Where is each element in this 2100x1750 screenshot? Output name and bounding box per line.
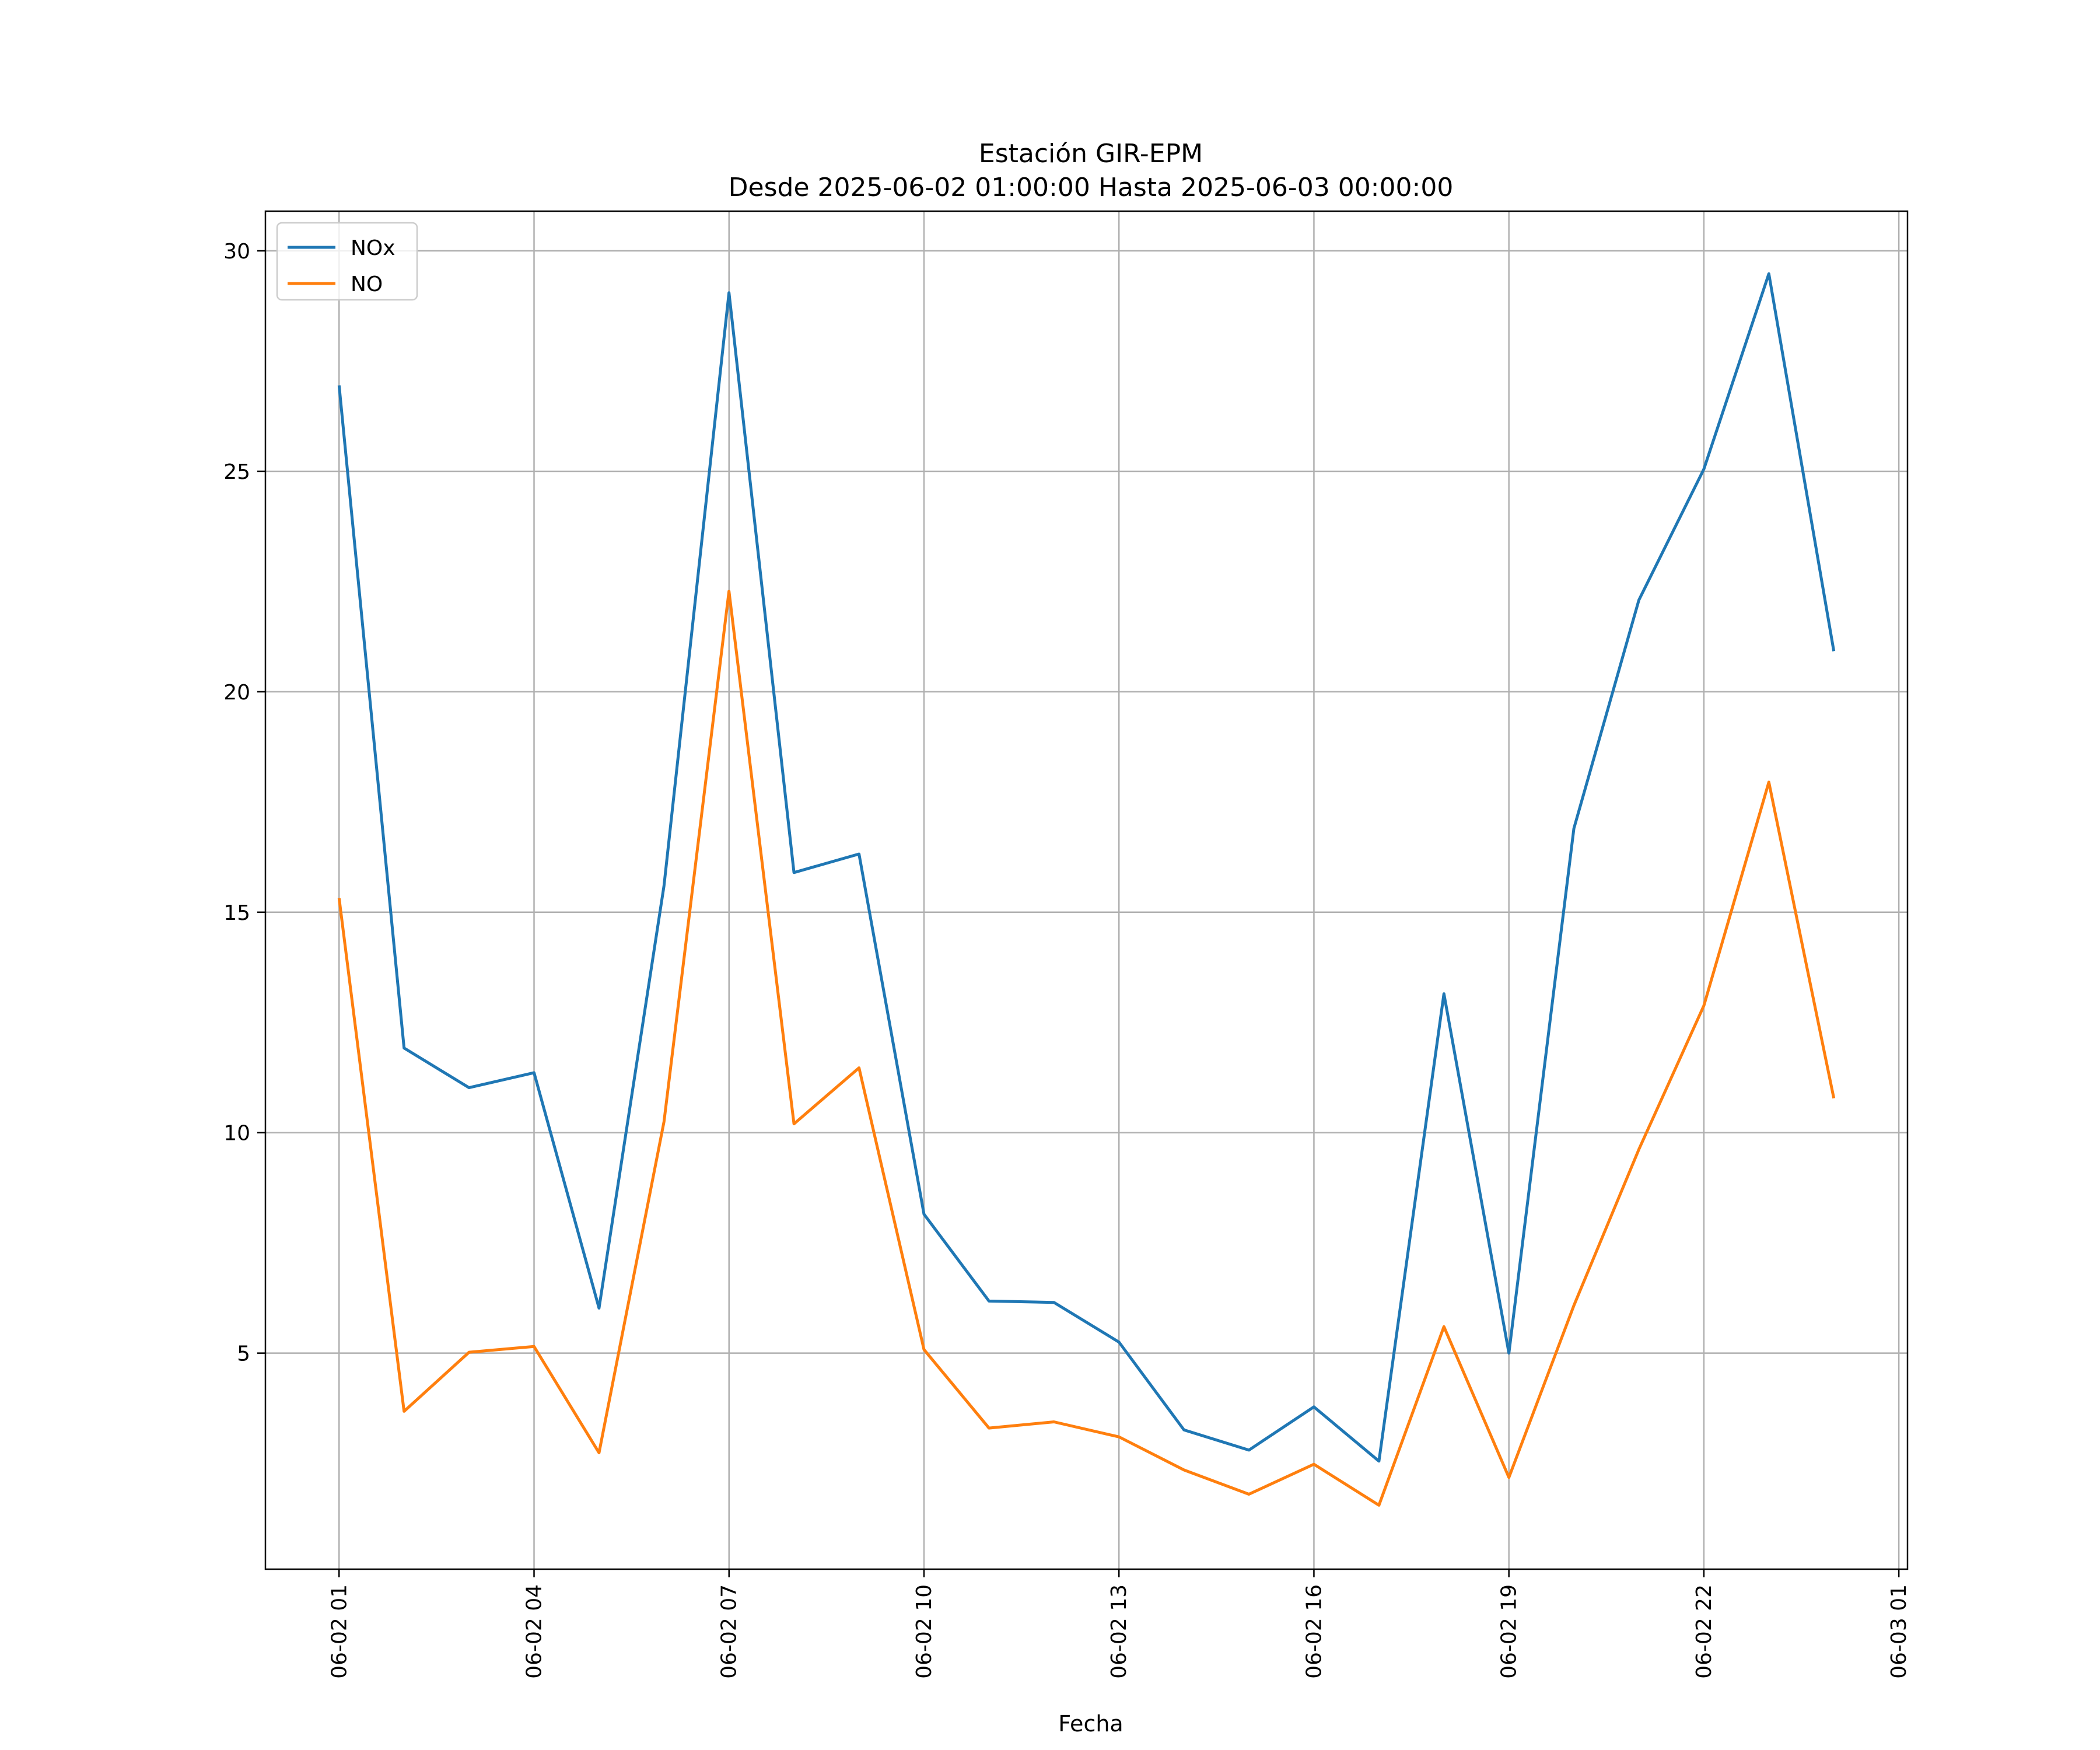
- y-tick-label: 5: [237, 1342, 250, 1366]
- legend-label-no: NO: [351, 272, 383, 296]
- x-tick-label: 06-02 01: [327, 1584, 351, 1679]
- x-tick-label: 06-02 07: [718, 1584, 741, 1679]
- plot-area-frame: [264, 210, 1909, 1570]
- y-tick-label: 20: [223, 681, 250, 705]
- series-line-nox: [337, 272, 1836, 1463]
- y-tick-label: 15: [223, 901, 250, 925]
- x-tick-label: 06-02 10: [912, 1584, 936, 1679]
- chart-title: Estación GIR-EPM: [979, 139, 1203, 169]
- x-tick-label: 06-02 22: [1692, 1584, 1716, 1679]
- axis-ticks: 06-02 01 06-02 04 06-02 07 06-02 10 06-02 13…: [223, 240, 1911, 1679]
- series-line-no: [337, 590, 1836, 1507]
- legend-label-nox: NOx: [351, 236, 396, 260]
- x-tick-label: 06-02 04: [523, 1584, 547, 1679]
- x-tick-label: 06-02 16: [1302, 1584, 1326, 1679]
- x-tick-label: 06-02 13: [1107, 1584, 1131, 1679]
- y-tick-label: 10: [223, 1122, 250, 1146]
- chart-subtitle: Desde 2025-06-02 01:00:00 Hasta 2025-06-…: [729, 173, 1454, 202]
- x-tick-label: 06-03 01: [1887, 1584, 1911, 1679]
- grid: [265, 211, 1908, 1569]
- y-tick-label: 25: [223, 460, 250, 484]
- x-tick-label: 06-02 19: [1497, 1584, 1521, 1679]
- legend-box: [276, 222, 418, 301]
- legend: NOx NO: [276, 222, 418, 301]
- x-axis-label: Fecha: [1058, 1711, 1123, 1737]
- series-lines: [337, 272, 1836, 1507]
- y-tick-label: 30: [223, 240, 250, 264]
